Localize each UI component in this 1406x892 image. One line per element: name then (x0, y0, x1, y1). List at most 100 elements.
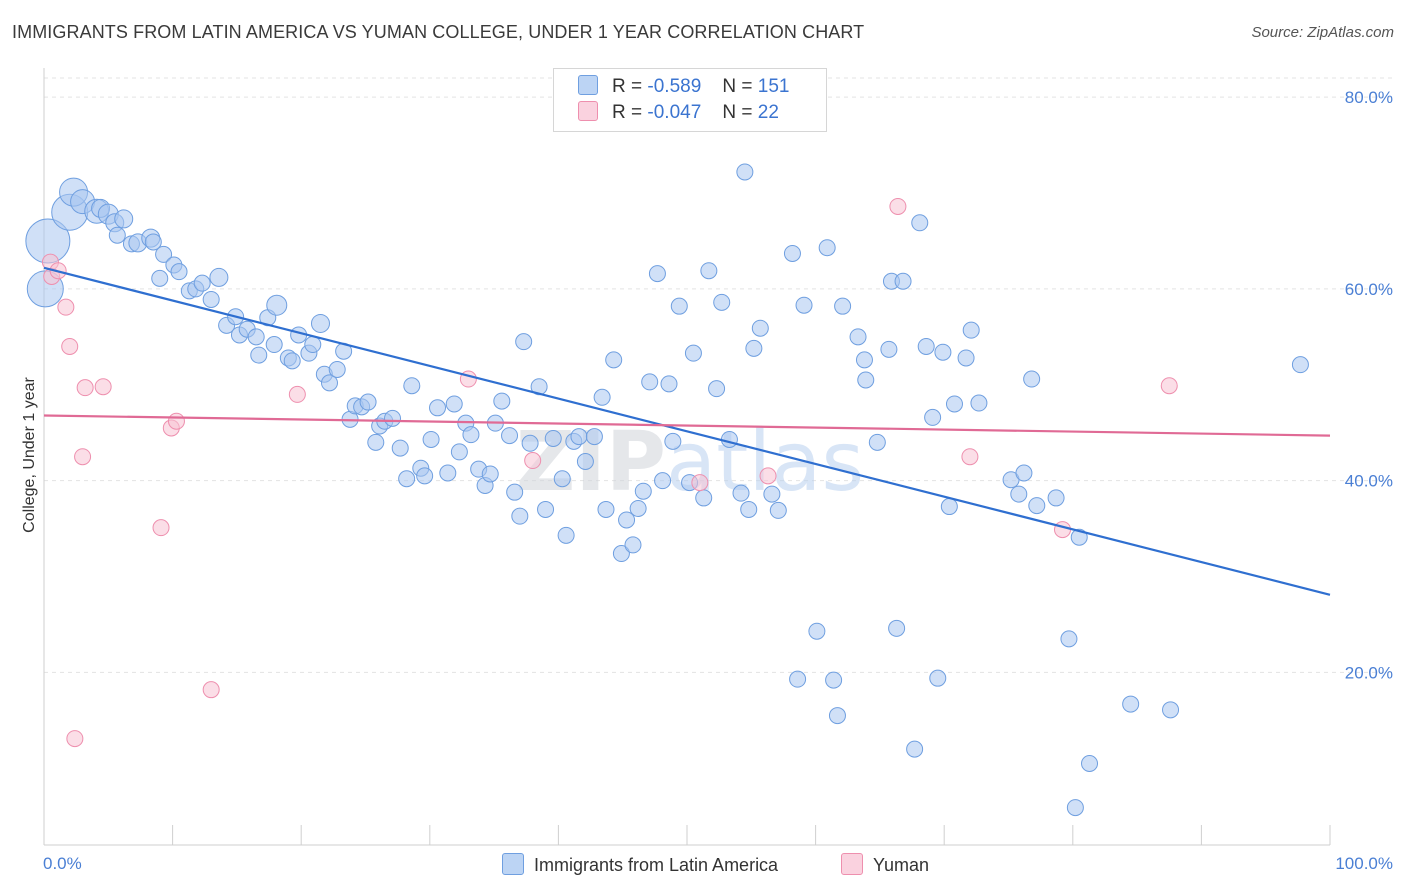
legend-r-label: R = (612, 102, 643, 123)
latin-america-point (1291, 356, 1309, 374)
bottom-legend-pink: Yuman (841, 853, 929, 876)
yuman-point (961, 448, 979, 466)
latin-america-point (818, 239, 836, 257)
latin-america-point (720, 430, 738, 448)
grid-lines (44, 77, 1392, 673)
legend-n-value: 22 (757, 102, 779, 123)
latin-america-point (247, 328, 265, 346)
bottom-legend-blue: Immigrants from Latin America (502, 853, 778, 876)
latin-america-point (789, 670, 807, 688)
latin-america-point (834, 297, 852, 315)
latin-america-point (310, 313, 330, 333)
latin-america-point (155, 245, 173, 263)
trend-lines (43, 266, 1331, 596)
latin-america-point (783, 244, 801, 262)
latin-america-point (695, 489, 713, 507)
latin-america-point (654, 472, 672, 490)
latin-america-point (911, 214, 929, 232)
latin-america-point (970, 394, 988, 412)
latin-america-point (265, 336, 283, 354)
yuman-point (759, 467, 777, 485)
chart-title: IMMIGRANTS FROM LATIN AMERICA VS YUMAN C… (12, 22, 865, 42)
latin-america-point (670, 297, 688, 315)
yuman-point (94, 378, 112, 396)
legend-swatch-pink (578, 101, 598, 121)
latin-america-point (570, 428, 588, 446)
latin-america-point (795, 296, 813, 314)
yuman-point (288, 385, 306, 403)
latin-america-point (888, 619, 906, 637)
y-tick-label-80: 80.0% (1345, 88, 1393, 107)
tick-labels: 20.0% 40.0% 60.0% 80.0% 0.0% 100.0% (43, 88, 1393, 873)
latin-america-point (763, 485, 781, 503)
bottom-legend-swatch-blue (502, 853, 524, 875)
yuman-point (74, 448, 92, 466)
latin-america-point (193, 274, 211, 292)
latin-america-point (1028, 497, 1046, 515)
latin-america-point (957, 349, 975, 367)
latin-america-point (732, 484, 750, 502)
latin-america-point (945, 395, 963, 413)
latin-america-point (250, 346, 268, 364)
legend-r-value: -0.047 (647, 102, 702, 123)
trend-line-yuman (43, 414, 1331, 437)
latin-america-point (906, 740, 924, 758)
latin-america-point (266, 294, 288, 316)
latin-america-point (713, 293, 731, 311)
x-tick-label-min: 0.0% (43, 854, 82, 873)
latin-america-point (917, 337, 935, 355)
y-tick-label-60: 60.0% (1345, 280, 1393, 299)
latin-america-point (511, 507, 529, 525)
yuman-point (76, 379, 94, 397)
latin-america-point (962, 321, 980, 339)
trend-line-latin-america (43, 266, 1331, 596)
latin-america-point (403, 377, 421, 395)
bottom-legend-label-pink: Yuman (873, 855, 930, 875)
latin-america-point (740, 500, 758, 518)
latin-america-point (855, 351, 873, 369)
latin-america-point (1015, 464, 1033, 482)
series-immigrants-latin-america (25, 163, 1309, 817)
y-tick-label-40: 40.0% (1345, 472, 1393, 491)
latin-america-point (422, 430, 440, 448)
latin-america-point (481, 465, 499, 483)
latin-america-point (1023, 370, 1041, 388)
latin-america-point (648, 265, 666, 283)
yuman-point (66, 730, 84, 748)
latin-america-point (828, 707, 846, 725)
yuman-point (167, 412, 185, 430)
latin-america-point (894, 272, 912, 290)
latin-america-point (751, 319, 769, 337)
latin-america-point (745, 339, 763, 357)
latin-america-point (367, 433, 385, 451)
latin-america-point (808, 622, 826, 640)
latin-america-point (1081, 755, 1099, 773)
latin-america-point (283, 352, 301, 370)
latin-america-point (857, 371, 875, 389)
latin-america-point (429, 399, 447, 417)
latin-america-point (624, 536, 642, 554)
latin-america-point (384, 409, 402, 427)
latin-america-point (660, 375, 678, 393)
latin-america-point (618, 511, 636, 529)
latin-america-point (700, 262, 718, 280)
latin-america-point (359, 393, 377, 411)
latin-america-point (151, 269, 169, 287)
latin-america-point (1162, 701, 1180, 719)
latin-america-point (1122, 695, 1140, 713)
latin-america-point (544, 429, 562, 447)
yuman-point (1054, 521, 1072, 539)
legend-r-value: -0.589 (647, 76, 702, 97)
latin-america-point (641, 373, 659, 391)
latin-america-point (684, 344, 702, 362)
latin-america-point (664, 432, 682, 450)
yuman-point (1160, 377, 1178, 395)
latin-america-point (612, 545, 630, 563)
legend-n-label: N = (722, 76, 753, 97)
latin-america-point (114, 209, 134, 229)
latin-america-point (924, 408, 942, 426)
legend-n-value: 151 (757, 76, 790, 97)
latin-america-point (515, 333, 533, 351)
axes (43, 68, 1331, 846)
